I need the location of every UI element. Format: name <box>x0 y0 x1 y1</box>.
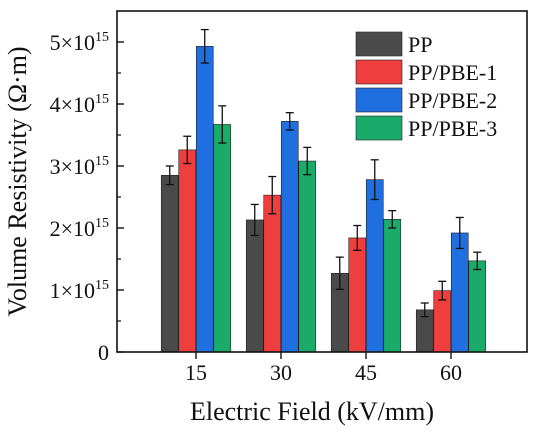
y-tick-label: 1×1015 <box>50 278 109 303</box>
error-bar-pp-pbe-2-30 <box>285 112 294 131</box>
legend-label-pp: PP <box>408 32 432 57</box>
legend-swatch-pp <box>355 31 403 57</box>
bar-pp-pbe-3-60 <box>468 260 487 353</box>
bar-pp-30 <box>245 219 264 353</box>
error-bar-pp-pbe-1-60 <box>438 280 447 301</box>
error-bar-pp-pbe-2-15 <box>200 28 209 64</box>
error-bar-pp-15 <box>165 165 174 186</box>
y-axis-title: Volume Resistivity (Ω·m) <box>3 46 32 316</box>
error-bar-pp-60 <box>420 302 429 318</box>
plot-frame <box>116 10 528 353</box>
error-bar-pp-pbe-2-60 <box>455 216 464 250</box>
error-bar-pp-pbe-2-45 <box>370 159 379 201</box>
legend-label-pp-pbe-3: PP/PBE-3 <box>408 116 497 141</box>
bar-pp-15 <box>160 175 179 353</box>
error-bar-pp-30 <box>250 203 259 237</box>
legend-swatch-pp-pbe-2 <box>355 87 403 113</box>
x-tick-label-60: 60 <box>440 360 462 385</box>
legend-label-pp-pbe-2: PP/PBE-2 <box>408 88 497 113</box>
bar-pp-pbe-2-15 <box>195 46 214 353</box>
bar-pp-pbe-1-45 <box>348 237 367 353</box>
x-axis: 15 30 45 60 <box>185 352 462 385</box>
y-tick-label: 4×1015 <box>50 92 109 117</box>
y-tick-label: 2×1015 <box>50 216 109 241</box>
error-bars-layer <box>165 28 482 318</box>
y-tick-label: 5×1015 <box>50 30 109 55</box>
bars-layer <box>160 46 487 353</box>
error-bar-pp-pbe-3-30 <box>303 146 312 176</box>
x-tick-label-30: 30 <box>270 360 292 385</box>
y-tick-label: 3×1015 <box>50 154 109 179</box>
bar-pp-pbe-1-15 <box>178 149 197 353</box>
x-tick-label-45: 45 <box>355 360 377 385</box>
error-bar-pp-45 <box>335 256 344 291</box>
error-bar-pp-pbe-3-60 <box>473 251 482 271</box>
bar-pp-pbe-3-15 <box>213 124 232 353</box>
error-bar-pp-pbe-3-45 <box>388 209 397 229</box>
y-tick-label: 0 <box>98 340 109 365</box>
legend-swatch-pp-pbe-1 <box>355 59 403 85</box>
bar-pp-pbe-2-30 <box>280 121 299 353</box>
x-axis-title: Electric Field (kV/mm) <box>190 397 434 426</box>
error-bar-pp-pbe-3-15 <box>218 105 227 144</box>
legend-label-pp-pbe-1: PP/PBE-1 <box>408 60 497 85</box>
bar-pp-pbe-3-30 <box>298 160 317 353</box>
bar-pp-pbe-3-45 <box>383 219 402 353</box>
error-bar-pp-pbe-1-45 <box>353 224 362 251</box>
legend-swatch-pp-pbe-3 <box>355 115 403 141</box>
bar-pp-pbe-1-30 <box>263 194 282 353</box>
y-axis: 0 1×1015 2×1015 3×1015 4×1015 5×1015 <box>50 30 124 365</box>
error-bar-pp-pbe-1-30 <box>268 175 277 215</box>
bar-pp-pbe-2-60 <box>450 232 469 353</box>
x-tick-label-15: 15 <box>185 360 207 385</box>
error-bar-pp-pbe-1-15 <box>183 135 192 165</box>
bar-pp-pbe-2-45 <box>365 179 384 353</box>
legend: PP PP/PBE-1 PP/PBE-2 PP/PBE-3 <box>355 31 497 141</box>
